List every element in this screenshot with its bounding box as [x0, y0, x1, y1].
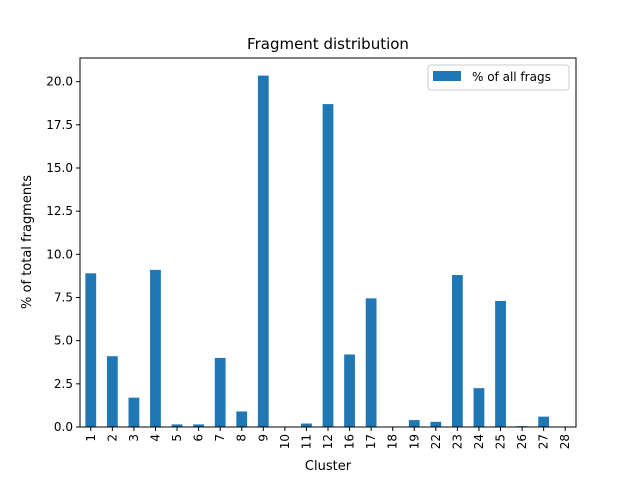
x-tick-label: 25: [494, 434, 508, 449]
bar-cluster-23: [452, 275, 463, 427]
x-tick-label: 26: [515, 434, 529, 449]
bars-group: [85, 75, 550, 427]
plot-frame: [79, 57, 577, 428]
y-tick-label: 2.5: [54, 377, 73, 391]
x-tick-label: 22: [429, 434, 443, 449]
x-tick-label: 6: [192, 434, 206, 442]
bar-cluster-5: [171, 424, 183, 427]
y-tick-label: 17.5: [46, 118, 73, 132]
x-tick-label: 1: [84, 434, 98, 442]
bar-cluster-12: [322, 104, 334, 427]
x-tick-label: 17: [364, 434, 378, 449]
bar-cluster-11: [301, 423, 312, 427]
x-tick-label: 24: [472, 434, 486, 449]
legend: % of all frags: [427, 64, 570, 91]
bar-cluster-16: [344, 354, 355, 427]
bar-cluster-24: [473, 388, 485, 427]
x-tick-label: 7: [213, 434, 227, 442]
y-tick-label: 7.5: [54, 290, 73, 304]
y-axis-ticks: 0.0 2.5 5.0 7.5 10.0 12.5 15.0 17.5 20.0: [46, 75, 80, 434]
y-tick-label: 0.0: [54, 420, 73, 434]
bar-cluster-8: [236, 411, 248, 427]
x-tick-label: 9: [256, 434, 270, 442]
x-axis-label: Cluster: [305, 459, 352, 474]
bar-cluster-22: [430, 421, 442, 427]
x-tick-label: 27: [537, 434, 551, 449]
x-tick-label: 11: [299, 434, 313, 449]
x-tick-label: 4: [148, 434, 162, 442]
x-tick-label: 5: [170, 434, 184, 442]
x-tick-label: 2: [105, 434, 119, 442]
legend-swatch: [433, 71, 461, 81]
bar-cluster-1: [85, 273, 97, 427]
y-tick-label: 5.0: [54, 334, 73, 348]
x-tick-label: 28: [558, 434, 572, 449]
x-tick-label: 18: [386, 434, 400, 449]
bar-cluster-17: [365, 298, 377, 427]
bar-cluster-4: [150, 269, 161, 427]
x-axis-ticks: 1 2 3 4 5 6 7 8 9 10 11 12 16 17 18 19 22 23 24 25 26 27 28: [84, 427, 572, 449]
bar-cluster-9: [257, 75, 269, 427]
bar-cluster-7: [214, 357, 226, 427]
y-tick-label: 12.5: [46, 204, 73, 218]
x-tick-label: 8: [235, 434, 249, 442]
bar-cluster-25: [495, 300, 506, 427]
y-axis-label: % of total fragments: [20, 175, 35, 309]
y-tick-label: 20.0: [46, 75, 73, 89]
y-tick-label: 10.0: [46, 247, 73, 261]
x-tick-label: 10: [278, 434, 292, 449]
bar-cluster-19: [408, 420, 420, 427]
x-tick-label: 16: [343, 434, 357, 449]
bar-cluster-27: [538, 416, 550, 427]
x-tick-label: 23: [450, 434, 464, 449]
legend-label: % of all frags: [472, 70, 551, 84]
y-tick-label: 15.0: [46, 161, 73, 175]
x-tick-label: 3: [127, 434, 141, 442]
bar-cluster-3: [128, 397, 140, 427]
bar-cluster-2: [106, 356, 118, 427]
bar-cluster-6: [193, 424, 204, 427]
legend-box: [427, 64, 570, 91]
x-tick-label: 19: [407, 434, 421, 449]
chart-title: Fragment distribution: [247, 35, 409, 53]
x-tick-label: 12: [321, 434, 335, 449]
